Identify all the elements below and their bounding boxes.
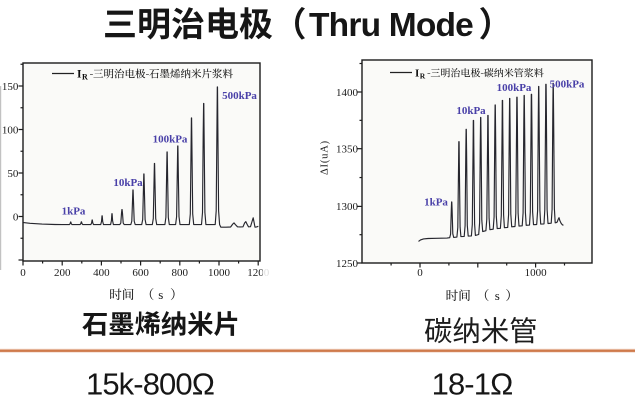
svg-text:ΔI(uA): ΔI(uA)	[319, 140, 330, 175]
svg-text:0: 0	[13, 211, 19, 223]
svg-text:0: 0	[20, 267, 26, 279]
svg-text:1000: 1000	[208, 267, 231, 279]
svg-text:500kPa: 500kPa	[550, 79, 585, 91]
svg-text:10kPa: 10kPa	[456, 105, 486, 117]
svg-text:15k-800Ω: 15k-800Ω	[86, 366, 214, 401]
svg-text:1350: 1350	[336, 144, 359, 156]
svg-text:I: I	[77, 69, 82, 81]
svg-text:600: 600	[132, 267, 149, 279]
svg-text:10kPa: 10kPa	[113, 177, 143, 189]
svg-text:500kPa: 500kPa	[222, 90, 257, 102]
svg-text:1000: 1000	[525, 267, 548, 279]
svg-text:200: 200	[54, 267, 71, 279]
svg-text:R: R	[82, 73, 88, 82]
svg-text:800: 800	[172, 267, 189, 279]
svg-text:400: 400	[93, 267, 110, 279]
svg-text:s: s	[495, 288, 500, 303]
svg-text:1250: 1250	[336, 258, 359, 270]
svg-text:1kPa: 1kPa	[424, 197, 448, 209]
svg-text:1400: 1400	[336, 87, 359, 99]
svg-text:50: 50	[7, 168, 19, 180]
svg-text:1kPa: 1kPa	[62, 205, 86, 217]
svg-text:R: R	[420, 72, 426, 81]
svg-text:0: 0	[417, 267, 423, 279]
svg-text:18-1Ω: 18-1Ω	[432, 366, 513, 401]
svg-text:s: s	[158, 287, 163, 302]
svg-text:Thru Mode: Thru Mode	[309, 7, 473, 44]
svg-text:100kPa: 100kPa	[153, 133, 188, 145]
svg-text:I: I	[415, 68, 419, 80]
svg-text:100kPa: 100kPa	[497, 82, 532, 94]
svg-text:100: 100	[2, 124, 19, 136]
svg-text:150: 150	[2, 81, 19, 93]
svg-text:1300: 1300	[336, 201, 359, 213]
